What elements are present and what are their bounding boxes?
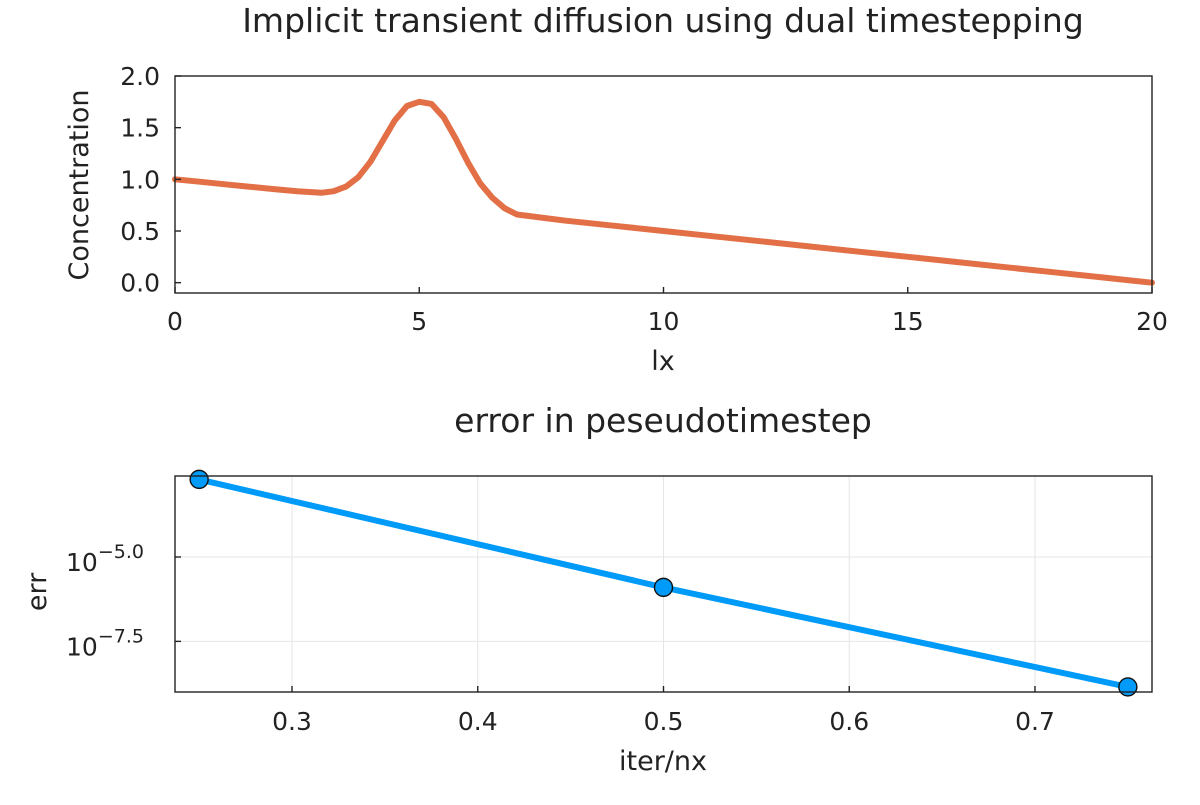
- plot1-x-tick-label: 15: [892, 307, 924, 336]
- error-plot: error in peseudotimestep 0.3 0.4 0.5 0.6 0.7…: [22, 401, 1153, 777]
- error-point: [1118, 677, 1138, 697]
- concentration-plot: Implicit transient diffusion using dual …: [64, 1, 1168, 377]
- plot2-x-tick-label: 0.7: [1015, 707, 1055, 736]
- concentration-line: [172, 98, 1155, 286]
- error-point: [653, 577, 674, 598]
- plot1-y-tick-label: 2.0: [120, 62, 160, 91]
- plot1-x-tick-label: 0: [167, 307, 183, 336]
- plot2-title: error in peseudotimestep: [454, 401, 872, 440]
- plot2-series: [189, 469, 1138, 697]
- plot1-y-tick-label: 1.0: [120, 165, 160, 194]
- plot2-x-tick-label: 0.3: [272, 707, 312, 736]
- plot1-x-label: lx: [651, 346, 675, 377]
- plot1-frame: [174, 75, 1153, 294]
- plot2-y-ticks: 10−5.0 10−7.5: [66, 541, 181, 661]
- plot1-y-label: Concentration: [64, 89, 95, 280]
- plot2-x-tick-label: 0.5: [644, 707, 684, 736]
- plot1-y-tick-label: 0.0: [120, 269, 160, 298]
- plot1-y-ticks: 0.0 0.5 1.0 1.5 2.0: [120, 62, 181, 298]
- plot2-y-label: err: [22, 572, 53, 611]
- plot1-series: [172, 98, 1155, 286]
- plot2-x-tick-label: 0.6: [829, 707, 869, 736]
- plot1-x-tick-label: 10: [648, 307, 680, 336]
- plot1-y-tick-label: 1.5: [120, 114, 160, 143]
- plot2-y-tick-label: 10−7.5: [66, 625, 144, 661]
- error-point: [189, 469, 209, 490]
- plot2-x-tick-label: 0.4: [458, 707, 498, 736]
- plot1-x-tick-label: 20: [1136, 307, 1168, 336]
- plot2-x-ticks: 0.3 0.4 0.5 0.6 0.7: [272, 686, 1055, 736]
- plot1-x-ticks: 0 5 10 15 20: [167, 287, 1168, 336]
- plot1-title: Implicit transient diffusion using dual …: [242, 1, 1084, 40]
- plot2-y-tick-label: 10−5.0: [66, 541, 144, 577]
- plot1-y-tick-label: 0.5: [120, 217, 160, 246]
- plot2-x-label: iter/nx: [619, 746, 707, 777]
- plot1-x-tick-label: 5: [411, 307, 427, 336]
